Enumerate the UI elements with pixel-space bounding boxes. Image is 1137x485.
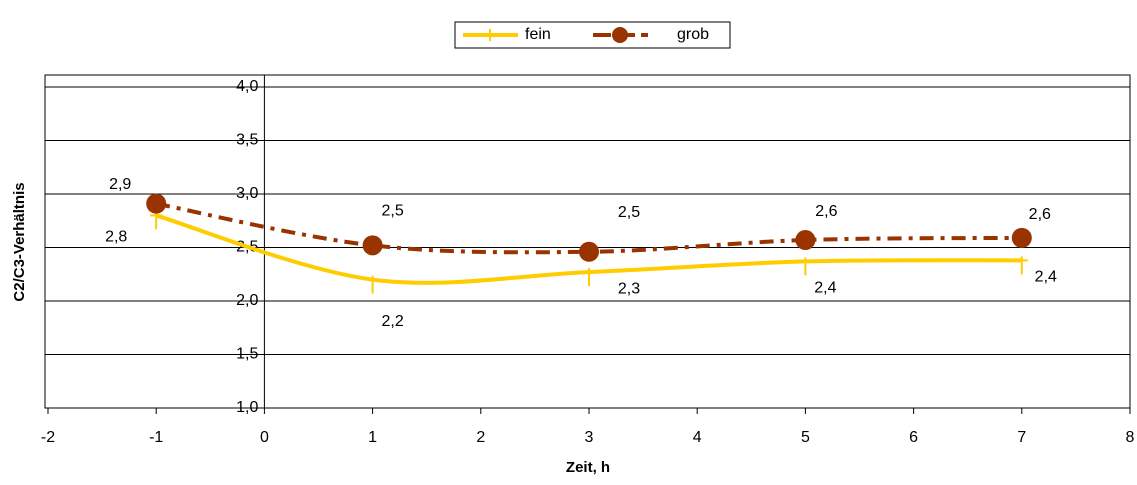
marker: [799, 257, 812, 276]
marker: [579, 241, 599, 262]
data-label: 2,6: [1029, 206, 1051, 223]
marker: [150, 211, 163, 230]
marker: [795, 230, 816, 251]
legend-marker: [612, 27, 628, 43]
marker: [583, 268, 595, 287]
marker: [362, 235, 383, 256]
x-tick-label: -2: [41, 429, 55, 446]
y-axis-title: C2/C3-Verhältnis: [11, 182, 28, 301]
data-label: 2,6: [815, 203, 837, 220]
data-label: 2,2: [381, 313, 403, 330]
data-label: 2,4: [1035, 269, 1057, 286]
data-label: 2,8: [105, 229, 127, 246]
marker: [146, 193, 167, 214]
data-label: 2,9: [109, 176, 131, 193]
x-tick-label: 5: [801, 429, 810, 446]
y-tick-label: 3,0: [236, 185, 258, 202]
x-axis-title: Zeit, h: [566, 459, 610, 476]
x-tick-label: -1: [149, 429, 163, 446]
data-label: 2,5: [618, 204, 640, 221]
y-tick-label: 4,0: [236, 78, 258, 95]
x-tick-label: 3: [585, 429, 594, 446]
x-tick-label: 7: [1017, 429, 1026, 446]
data-label: 2,4: [814, 280, 836, 297]
x-tick-label: 8: [1126, 429, 1135, 446]
x-tick-label: 2: [476, 429, 485, 446]
x-tick-label: 1: [368, 429, 377, 446]
marker: [1015, 256, 1028, 275]
x-tick-label: 6: [909, 429, 918, 446]
data-label: 2,3: [618, 280, 640, 297]
y-tick-label: 3,5: [236, 132, 258, 149]
x-tick-label: 0: [260, 429, 269, 446]
marker: [1011, 227, 1032, 248]
legend-label: fein: [525, 26, 551, 43]
x-tick-label: 4: [693, 429, 702, 446]
legend-label: grob: [677, 26, 709, 43]
y-tick-label: 1,5: [236, 346, 258, 363]
data-label: 2,5: [381, 203, 403, 220]
marker: [366, 275, 379, 294]
y-tick-label: 2,0: [236, 292, 258, 309]
